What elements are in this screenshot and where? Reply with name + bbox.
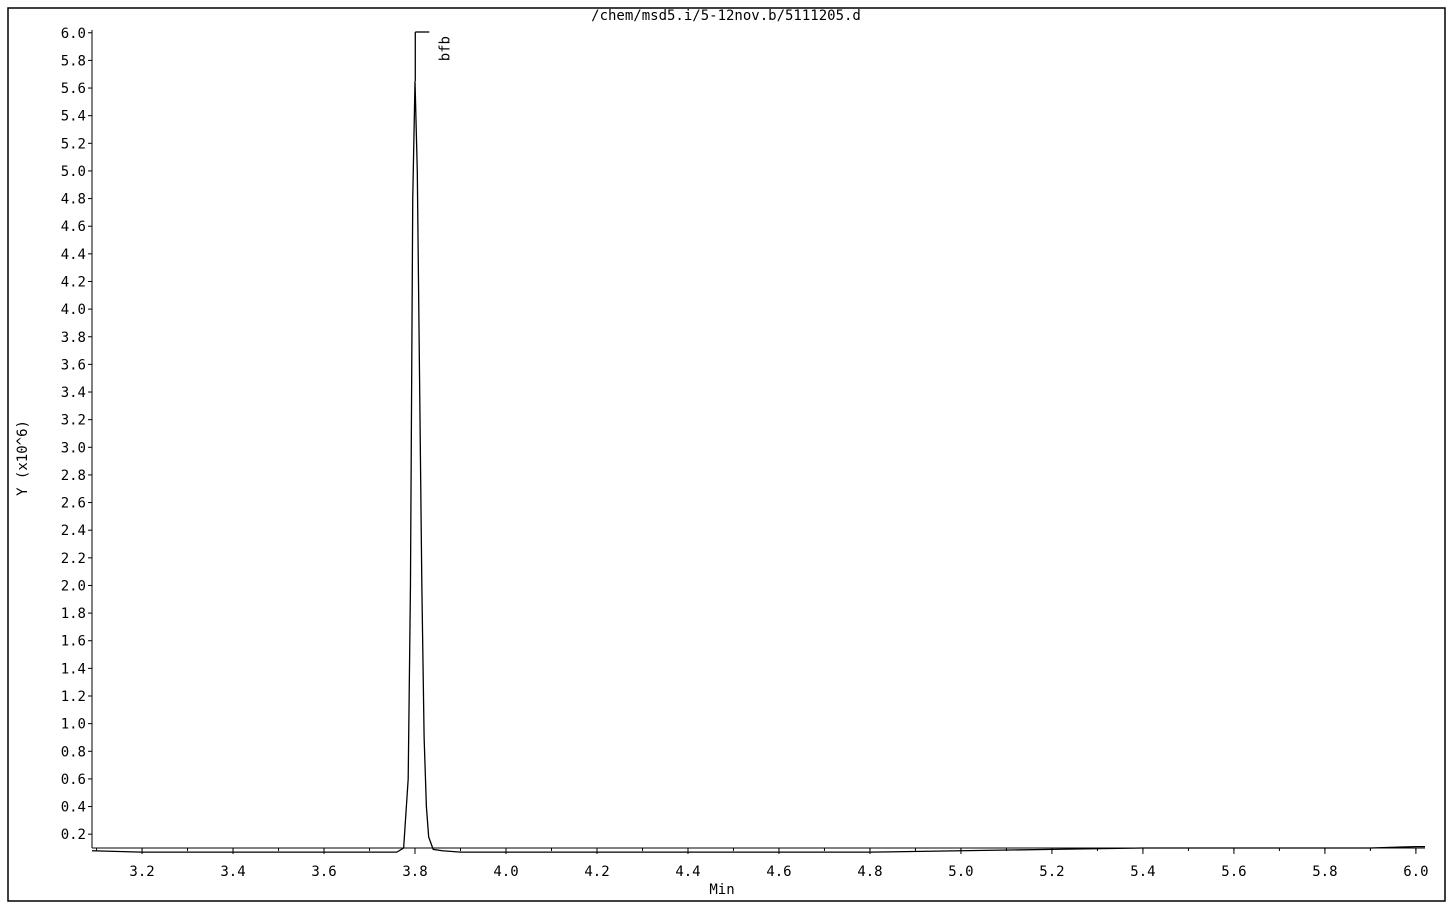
y-tick-label: 6.0 xyxy=(61,26,86,42)
x-axis-ticks: 3.2 3.4 3.6 3.8 4.0 4.2 4.4 4.6 4.8 5.0 5.2 5.4 5.6 5… xyxy=(96,848,1429,880)
y-tick-label: 4.2 xyxy=(61,274,86,290)
y-tick-label: 5.6 xyxy=(61,81,86,97)
y-tick-label: 4.6 xyxy=(61,219,86,235)
y-tick-label: 0.4 xyxy=(61,800,86,816)
frame-border xyxy=(7,7,1446,902)
series-line xyxy=(91,81,1425,853)
y-tick-label: 1.2 xyxy=(61,689,86,705)
x-tick-label: 5.6 xyxy=(1221,864,1246,880)
y-tick-label: 3.6 xyxy=(61,357,86,373)
y-tick-label: 3.0 xyxy=(61,440,86,456)
annotations: bfb xyxy=(414,31,453,82)
y-tick-label: 1.0 xyxy=(61,717,86,733)
y-axis-ticks: 0.2 0.4 0.6 0.8 1.0 1.2 1.4 1.6 1.8 2.0 2.2 2.4 2.6 2… xyxy=(61,26,92,843)
x-tick-label: 5.4 xyxy=(1130,864,1155,880)
x-tick-label: 5.8 xyxy=(1312,864,1337,880)
y-tick-label: 2.4 xyxy=(61,523,86,539)
x-tick-label: 6.0 xyxy=(1403,864,1428,880)
y-tick-label: 0.8 xyxy=(61,744,86,760)
x-tick-label: 3.4 xyxy=(220,864,245,880)
y-tick-label: 3.4 xyxy=(61,385,86,401)
y-tick-label: 2.0 xyxy=(61,578,86,594)
x-tick-label: 4.4 xyxy=(675,864,700,880)
y-tick-label: 5.0 xyxy=(61,164,86,180)
y-tick-label: 2.8 xyxy=(61,468,86,484)
chart-title: /chem/msd5.i/5-12nov.b/5111205.d xyxy=(591,8,861,24)
x-tick-label: 4.0 xyxy=(493,864,518,880)
x-tick-label: 5.0 xyxy=(948,864,973,880)
y-tick-label: 5.8 xyxy=(61,53,86,69)
y-tick-label: 3.8 xyxy=(61,330,86,346)
annotation-label: bfb xyxy=(437,36,453,61)
x-tick-label: 4.2 xyxy=(584,864,609,880)
x-tick-label: 5.2 xyxy=(1039,864,1064,880)
y-tick-label: 1.4 xyxy=(61,661,86,677)
y-tick-label: 3.2 xyxy=(61,413,86,429)
y-tick-label: 0.2 xyxy=(61,827,86,843)
y-tick-label: 0.6 xyxy=(61,772,86,788)
x-tick-label: 3.8 xyxy=(402,864,427,880)
y-tick-label: 5.2 xyxy=(61,136,86,152)
y-tick-label: 2.2 xyxy=(61,551,86,567)
x-axis-title: Min xyxy=(709,882,734,898)
x-tick-label: 4.8 xyxy=(857,864,882,880)
y-tick-label: 1.8 xyxy=(61,606,86,622)
y-tick-label: 2.6 xyxy=(61,496,86,512)
y-tick-label: 4.8 xyxy=(61,192,86,208)
y-tick-label: 1.6 xyxy=(61,634,86,650)
y-tick-label: 4.4 xyxy=(61,247,86,263)
y-tick-label: 5.4 xyxy=(61,109,86,125)
y-tick-label: 4.0 xyxy=(61,302,86,318)
x-tick-label: 3.2 xyxy=(129,864,154,880)
y-axis-title: Y (x10^6) xyxy=(15,420,31,496)
x-tick-label: 4.6 xyxy=(766,864,791,880)
x-tick-label: 3.6 xyxy=(311,864,336,880)
